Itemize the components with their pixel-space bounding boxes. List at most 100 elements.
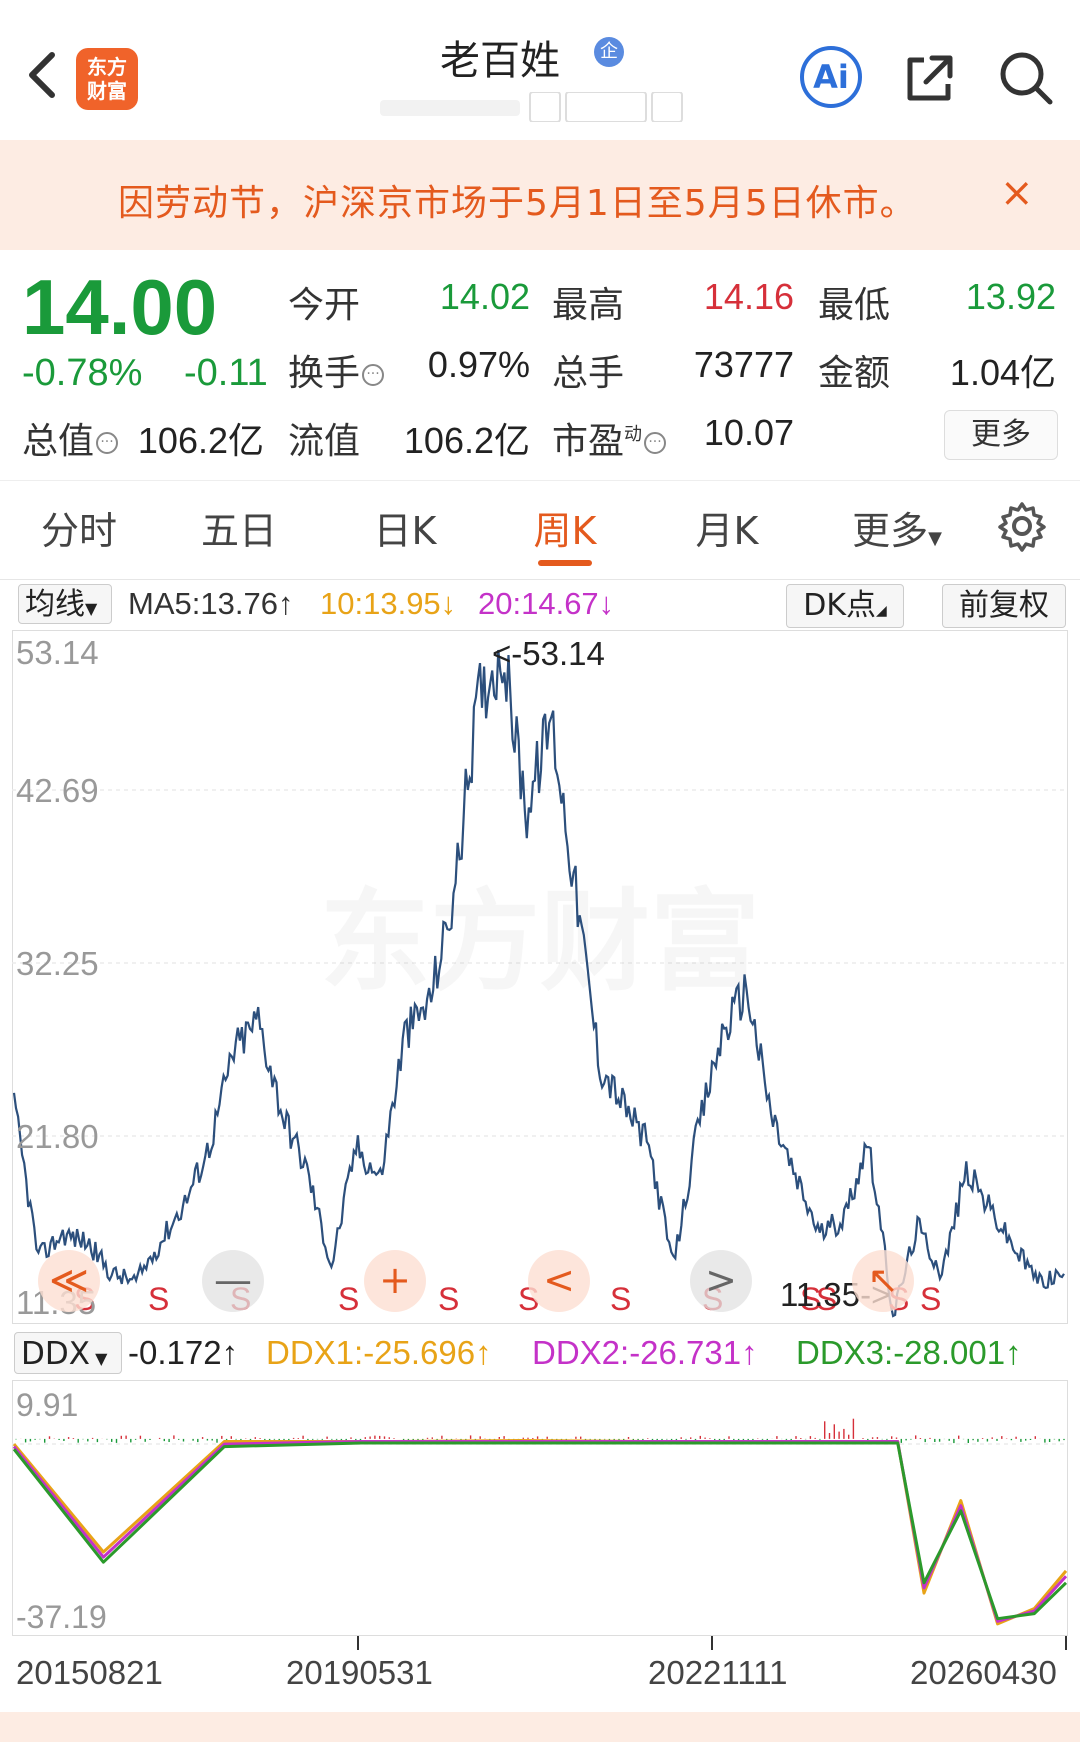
caret-down-icon: ▼ [85, 599, 98, 618]
change-percent: -0.78% [22, 352, 143, 394]
ddx-y-bottom: -37.19 [16, 1599, 107, 1635]
amount-value: 1.04亿 [949, 352, 1056, 393]
ma20-value: 20:14.67↓ [478, 586, 614, 622]
x-axis-label: 20190531 [286, 1654, 433, 1691]
pan-left-button[interactable]: < [528, 1250, 590, 1312]
tab-more[interactable]: 更多▼ [842, 500, 952, 555]
ma10-text: 10:13.95 [320, 586, 441, 621]
logo-text-bottom: 财富 [87, 79, 127, 103]
stock-name: 老百姓 [440, 38, 560, 84]
ddx3-value: DDX3:-28.001↑ [796, 1334, 1022, 1372]
ddx-value: -0.172↑ [128, 1334, 238, 1372]
chevron-right-icon: > [705, 1258, 737, 1302]
top-bar [0, 0, 1080, 140]
arrow-down-icon: ↓ [440, 586, 457, 621]
x-axis-ticks [357, 1636, 1067, 1650]
open-value: 14.02 [439, 276, 530, 317]
amount-label: 金额 [818, 353, 891, 394]
adjustment-button[interactable]: 前复权 [942, 584, 1066, 628]
tab-monthly-k[interactable]: 月K [695, 509, 759, 553]
turnover-value: 0.97% [427, 344, 530, 385]
minus-icon: — [214, 1258, 252, 1302]
zoom-in-button[interactable]: + [364, 1250, 426, 1312]
arrow-up-icon: ↑ [475, 1334, 492, 1371]
sub-indicator-selector[interactable]: DDX ▼ [14, 1332, 122, 1374]
more-quote-button[interactable]: 更多 [944, 410, 1058, 460]
bottom-strip [0, 1712, 1080, 1742]
max-annotation: <-53.14 [492, 635, 605, 672]
y-tick-label: 32.25 [16, 945, 99, 982]
tab-more-label: 更多 [852, 509, 929, 553]
sell-marker: S [816, 1281, 837, 1317]
zoom-out-button[interactable]: — [202, 1250, 264, 1312]
info-icon: ··· [96, 432, 119, 454]
fullscreen-button[interactable]: ↖ [852, 1250, 914, 1312]
period-tabs [0, 480, 1080, 580]
high-value: 14.16 [703, 276, 794, 317]
info-icon: ··· [362, 364, 385, 386]
share-button[interactable] [900, 48, 960, 108]
search-button[interactable] [996, 48, 1056, 108]
float-cap-value: 106.2亿 [403, 420, 530, 461]
chart-settings-button[interactable] [996, 500, 1048, 552]
y-tick-label: 53.14 [16, 634, 99, 671]
arrow-down-icon: ↓ [598, 586, 615, 621]
market-cap-value: 106.2亿 [137, 420, 264, 461]
tab-five-day[interactable]: 五日 [200, 509, 277, 553]
x-axis-label: 20221111 [648, 1654, 788, 1691]
watermark: 东方财富 [320, 878, 760, 1006]
corner-triangle-icon: ◢ [876, 603, 887, 619]
market-cap-label[interactable]: 总值 ··· [22, 412, 119, 464]
y-tick-label: 42.69 [16, 772, 99, 809]
open-label: 今开 [288, 285, 361, 326]
gear-icon [998, 502, 1046, 552]
ddx-y-top: 9.91 [16, 1387, 78, 1423]
scroll-to-start-button[interactable]: ≪ [38, 1250, 100, 1312]
arrow-up-icon: ↑ [1005, 1334, 1022, 1371]
sell-marker: S [610, 1281, 631, 1317]
weekly-price-chart[interactable]: 东方财富 SSSSSSSSSSSS <-53.14 11.35-> 53.14 … [12, 630, 1068, 1324]
ai-assistant-button[interactable]: Ai [800, 46, 862, 108]
market-cap-label-text: 总值 [22, 421, 95, 462]
stock-code-placeholder [380, 91, 700, 123]
indicator-selector[interactable]: 均线▼ [18, 584, 112, 624]
ddx1-text: DDX1:-25.696 [266, 1334, 476, 1371]
sell-marker: S [920, 1281, 941, 1317]
share-icon [907, 55, 953, 101]
arrow-up-icon: ↑ [741, 1334, 758, 1371]
ddx3-text: DDX3:-28.001 [796, 1334, 1006, 1371]
ddx-indicator-chart[interactable]: 9.91 -37.19 [12, 1380, 1068, 1636]
sell-marker: S [800, 1281, 821, 1317]
enterprise-badge: 企 [594, 37, 624, 67]
x-axis-label: 20150821 [16, 1654, 163, 1691]
ddx-series-line-3 [12, 1441, 1068, 1621]
holiday-notice-banner [0, 140, 1080, 250]
dk-point-label: DK点 [803, 588, 876, 623]
arrow-up-icon: ↑ [277, 586, 294, 621]
low-value: 13.92 [965, 276, 1056, 317]
volume-label: 总手 [552, 353, 625, 394]
pan-right-button[interactable]: > [690, 1250, 752, 1312]
indicator-selector-label: 均线 [25, 587, 85, 622]
pe-label-text: 市盈 [552, 421, 625, 462]
float-cap-label: 流值 [288, 421, 361, 462]
current-price: 14.00 [22, 263, 218, 351]
logo-text-top: 东方 [87, 55, 127, 79]
close-icon[interactable]: × [1000, 170, 1034, 216]
dk-point-button[interactable]: DK点◢ [786, 584, 904, 628]
y-tick-label: 21.80 [16, 1118, 99, 1155]
ddx1-value: DDX1:-25.696↑ [266, 1334, 492, 1372]
pe-label[interactable]: 市盈动 ··· [552, 412, 667, 464]
back-button[interactable] [20, 45, 64, 105]
sell-marker: S [438, 1281, 459, 1317]
active-tab-indicator [538, 560, 592, 566]
search-icon [1000, 52, 1053, 105]
tab-intraday[interactable]: 分时 [40, 509, 117, 553]
tab-daily-k[interactable]: 日K [373, 509, 437, 553]
app-logo[interactable]: 东方 财富 [76, 48, 138, 110]
chevron-left-icon [29, 52, 55, 98]
tab-weekly-k[interactable]: 周K [533, 509, 597, 553]
chevron-left-icon: < [543, 1258, 575, 1302]
ma5-value: MA5:13.76↑ [128, 586, 293, 622]
turnover-label[interactable]: 换手 ··· [288, 344, 385, 396]
